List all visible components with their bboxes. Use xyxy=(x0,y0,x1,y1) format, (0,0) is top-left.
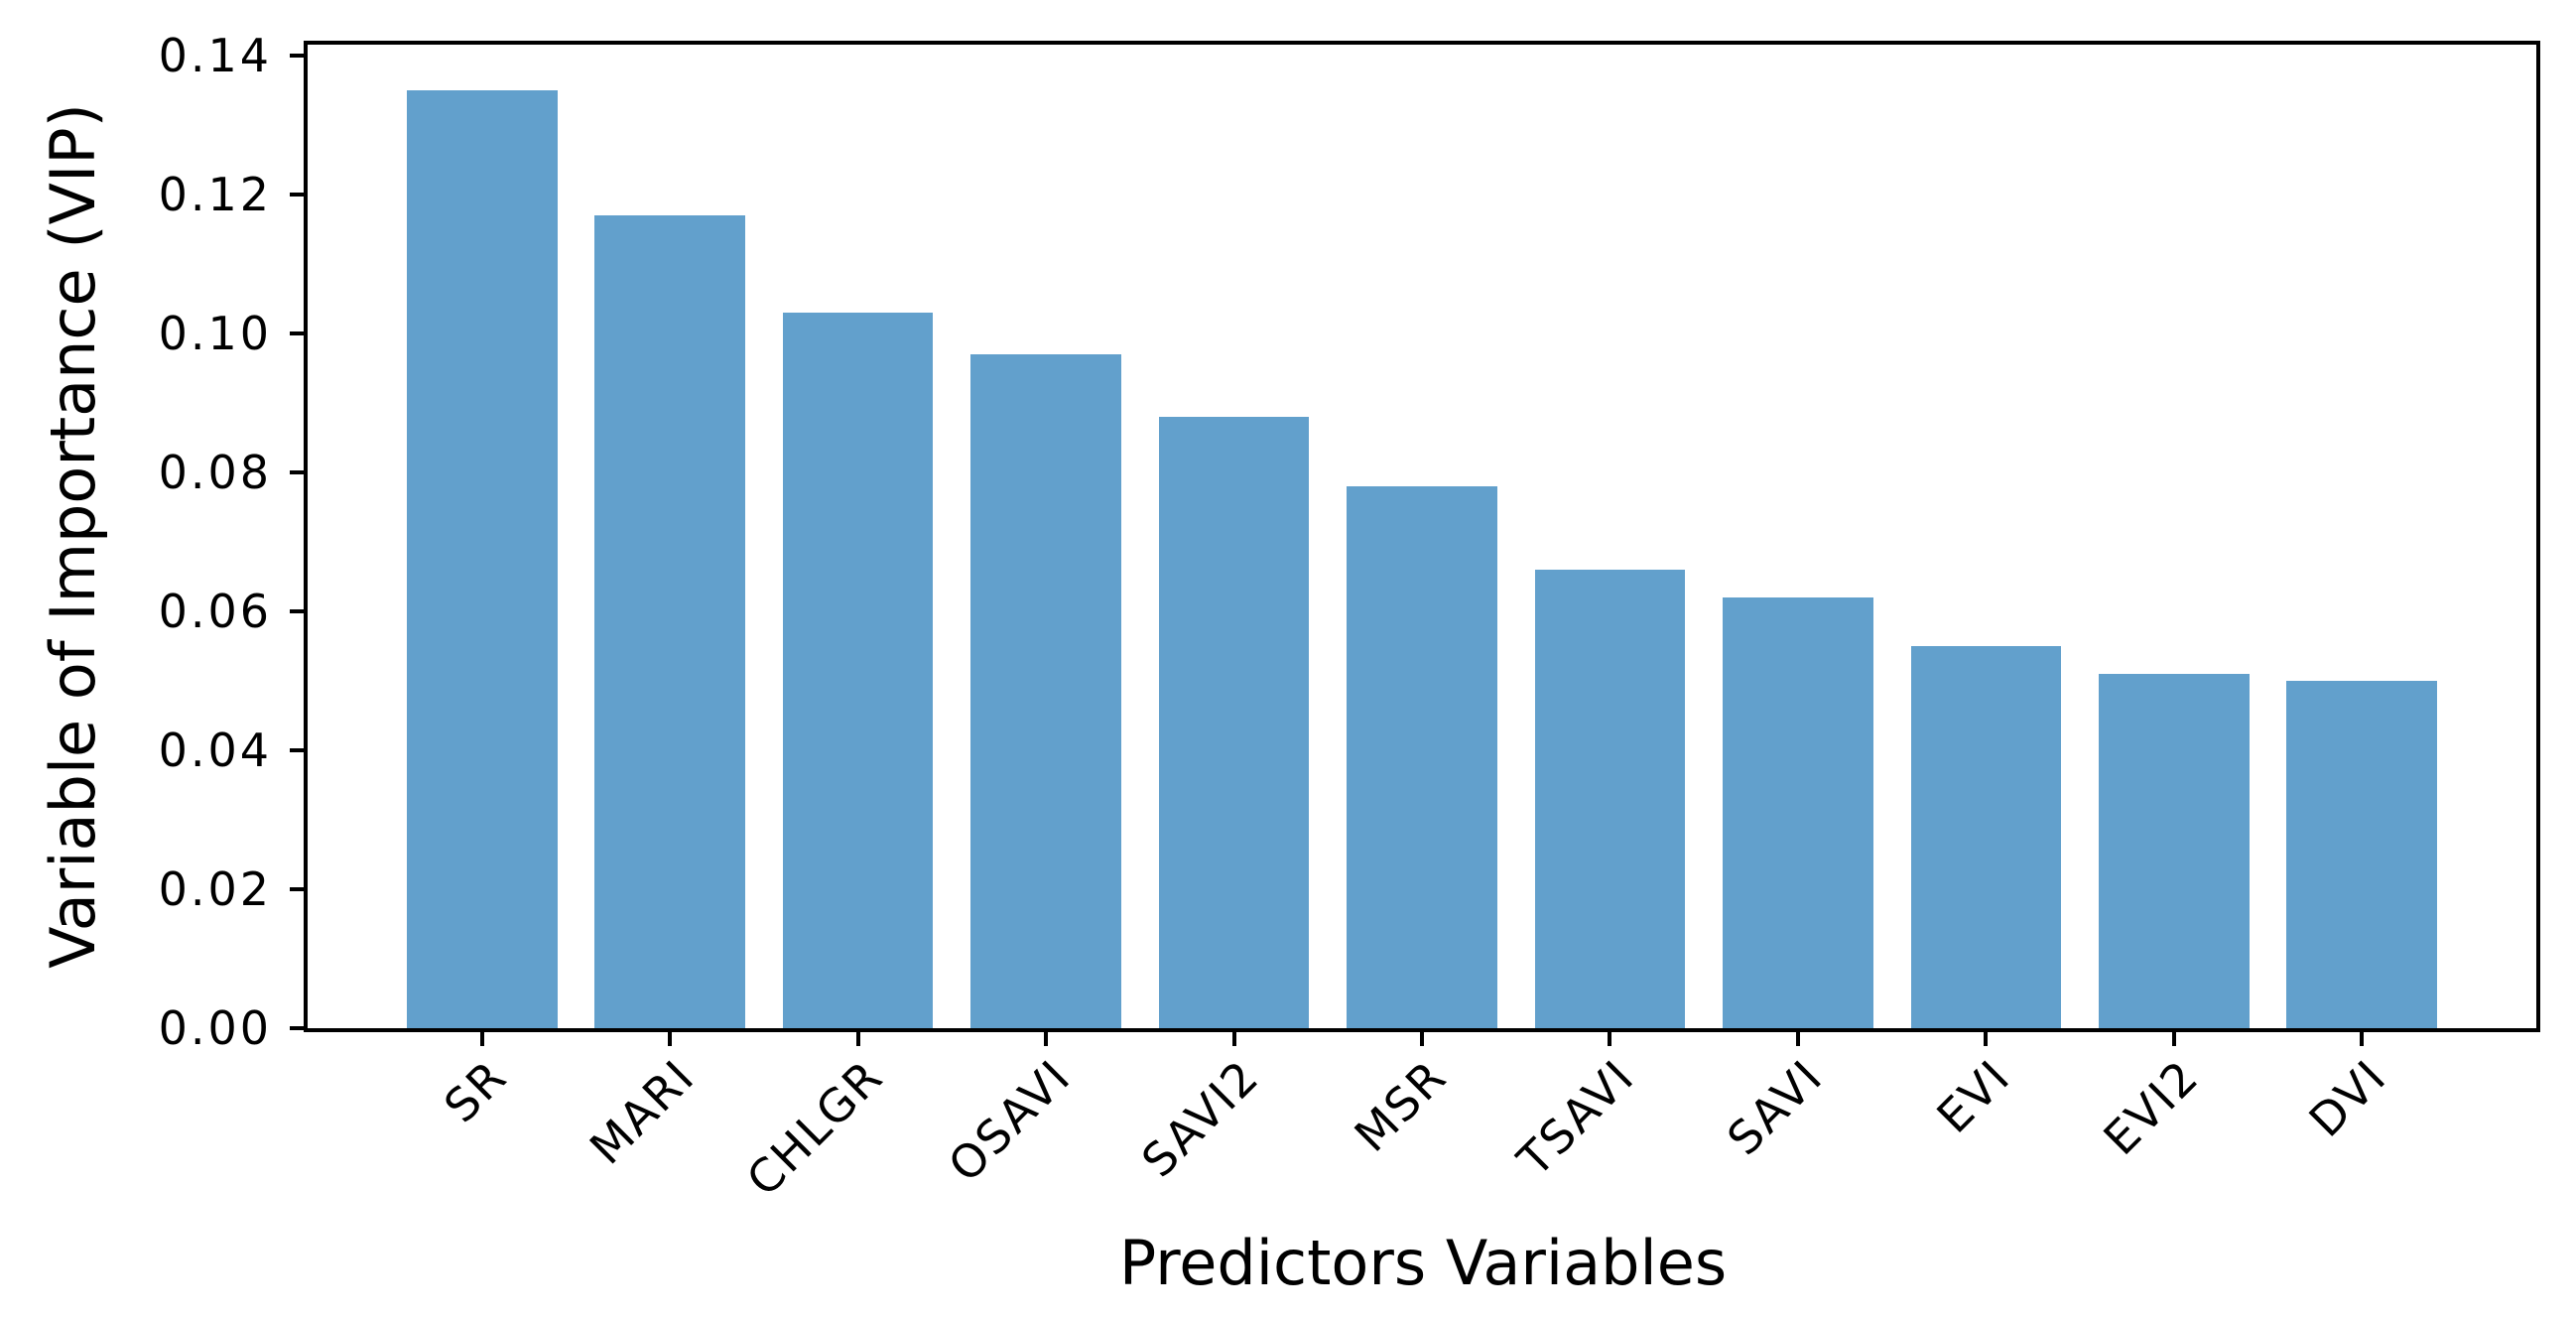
bar-slot xyxy=(1140,45,1328,1028)
y-tick-label: 0.14 xyxy=(158,29,272,83)
x-tick xyxy=(1044,1028,1049,1046)
x-tick-label-savi2: SAVI2 xyxy=(1130,1049,1269,1188)
x-tick xyxy=(1608,1028,1612,1046)
bar-slot xyxy=(1328,45,1515,1028)
x-tick-label-sr: SR xyxy=(433,1049,518,1133)
y-tick xyxy=(290,609,308,614)
x-tick-label-evi2: EVI2 xyxy=(2093,1049,2210,1166)
x-tick-label-osavi: OSAVI xyxy=(938,1049,1082,1193)
x-tick xyxy=(855,1028,860,1046)
bar-slot xyxy=(1892,45,2080,1028)
bar-savi xyxy=(1723,597,1873,1028)
y-tick-label: 0.00 xyxy=(158,1001,272,1055)
x-tick xyxy=(2171,1028,2176,1046)
x-axis-title: Predictors Variables xyxy=(1118,1227,1728,1299)
bar-slot xyxy=(1704,45,1891,1028)
x-tick xyxy=(479,1028,484,1046)
y-tick xyxy=(290,470,308,475)
y-tick-label: 0.10 xyxy=(158,307,272,361)
y-tick xyxy=(290,193,308,198)
bar-dvi xyxy=(2286,681,2438,1028)
bar-slot xyxy=(576,45,763,1028)
bar-evi xyxy=(1910,646,2062,1028)
x-tick xyxy=(1231,1028,1236,1046)
bar-tsavi xyxy=(1534,570,1686,1028)
x-tick-label-tsavi: TSAVI xyxy=(1507,1049,1645,1187)
y-tick xyxy=(290,1026,308,1030)
y-tick xyxy=(290,54,308,59)
y-tick-label: 0.08 xyxy=(158,446,272,500)
x-tick-label-mari: MARI xyxy=(580,1049,706,1175)
x-tick-label-savi: SAVI xyxy=(1717,1049,1834,1166)
bar-slot xyxy=(2268,45,2456,1028)
x-tick-label-evi: EVI xyxy=(1926,1049,2021,1144)
bar-slot xyxy=(952,45,1139,1028)
bar-msr xyxy=(1347,486,1497,1028)
bar-slot xyxy=(1516,45,1704,1028)
bar-sr xyxy=(406,90,558,1028)
y-tick xyxy=(290,748,308,753)
bar-slot xyxy=(388,45,576,1028)
bar-osavi xyxy=(970,354,1121,1028)
x-tick xyxy=(1420,1028,1424,1046)
bars-container xyxy=(308,45,2536,1028)
x-tick-label-msr: MSR xyxy=(1344,1049,1458,1162)
x-tick-label-dvi: DVI xyxy=(2298,1049,2397,1147)
x-tick xyxy=(1984,1028,1989,1046)
y-tick-label: 0.12 xyxy=(158,168,272,222)
x-tick xyxy=(1795,1028,1800,1046)
y-tick-label: 0.04 xyxy=(158,724,272,778)
y-tick-label: 0.02 xyxy=(158,862,272,917)
plot-area: 0.00 0.02 0.04 0.06 0.08 0.10 0.12 0.14 SR MARI C… xyxy=(159,33,2540,1207)
bar-chlgr xyxy=(782,313,934,1028)
bar-evi2 xyxy=(2099,674,2250,1028)
x-tick xyxy=(668,1028,673,1046)
bar-slot xyxy=(2080,45,2267,1028)
y-tick-label: 0.06 xyxy=(158,585,272,639)
x-tick-label-chlgr: CHLGR xyxy=(735,1049,893,1207)
bar-mari xyxy=(594,215,745,1028)
y-tick xyxy=(290,331,308,336)
y-tick xyxy=(290,887,308,892)
bar-slot xyxy=(764,45,952,1028)
x-tick xyxy=(2360,1028,2365,1046)
bar-savi2 xyxy=(1158,417,1310,1028)
y-axis-title: Variable of Importance (VIP) xyxy=(37,103,109,969)
